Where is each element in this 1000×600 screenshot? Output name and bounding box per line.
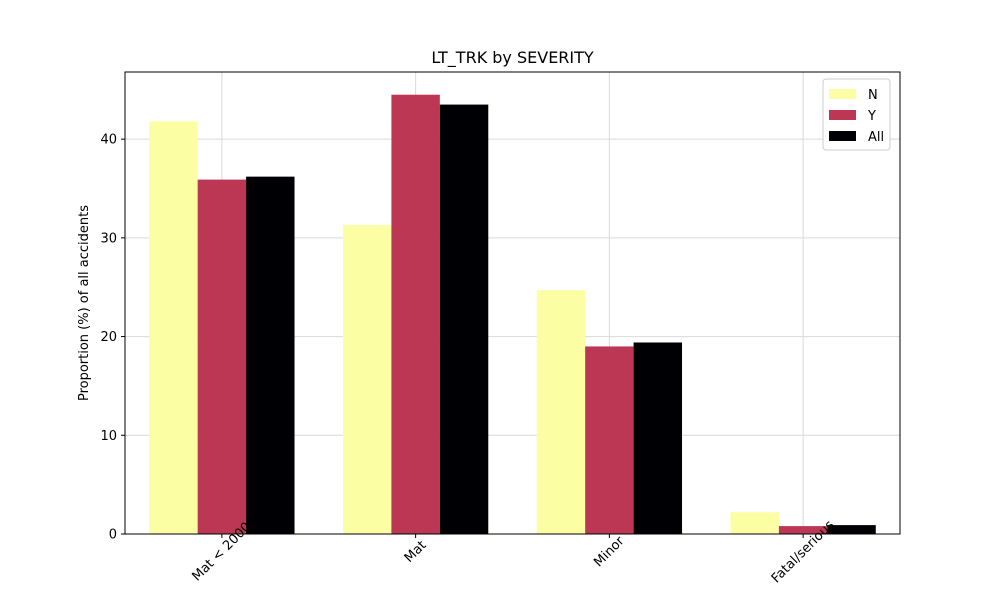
bar-n-3 — [536, 290, 586, 534]
y-tick-label: 10 — [100, 429, 117, 444]
legend-swatch-all — [829, 131, 856, 141]
bar-n-1 — [149, 121, 198, 534]
bar-y-1 — [197, 179, 247, 534]
legend-swatch-y — [829, 110, 856, 120]
y-tick-label: 40 — [100, 133, 117, 148]
bar-y-3 — [585, 346, 634, 534]
bar-all-1 — [246, 176, 295, 534]
y-tick-label: 20 — [100, 330, 117, 345]
y-tick-label: 0 — [109, 528, 117, 543]
bar-all-3 — [633, 342, 683, 534]
bar-y-2 — [391, 94, 440, 534]
legend-label-y: Y — [867, 109, 876, 124]
bar-n-2 — [342, 225, 392, 534]
legend-label-all: All — [868, 130, 884, 145]
legend-label-n: N — [868, 88, 878, 103]
legend-swatch-n — [829, 89, 856, 99]
chart-title: LT_TRK by SEVERITY — [431, 48, 594, 68]
y-axis-ticks: 0 10 20 30 40 — [100, 133, 125, 543]
bar-y-4 — [778, 526, 828, 534]
legend: NY All — [822, 78, 891, 151]
y-tick-label: 30 — [100, 231, 117, 246]
y-axis-label: Proportion (%) of all accidents — [77, 205, 92, 401]
bar-all-4 — [827, 525, 876, 534]
axes-frame — [124, 71, 901, 535]
bars — [149, 94, 876, 535]
bar-all-2 — [439, 104, 489, 535]
bar-n-4 — [730, 512, 779, 534]
